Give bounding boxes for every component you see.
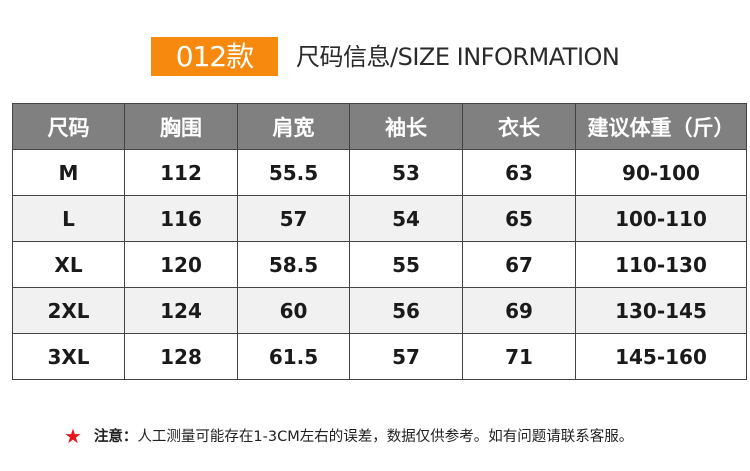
note-label: 注意：: [93, 429, 138, 445]
table-cell: 71: [462, 333, 576, 380]
star-icon: ★: [64, 424, 82, 448]
table-cell: 145-160: [575, 333, 747, 380]
table-row: 3XL 128 61.5 57 71 145-160: [12, 333, 747, 380]
table-cell: 69: [462, 287, 576, 334]
table-cell: 116: [124, 195, 238, 242]
table-header-row: 尺码 胸围 肩宽 袖长 衣长 建议体重（斤）: [12, 103, 747, 150]
table-cell: 100-110: [575, 195, 747, 242]
table-cell: 124: [124, 287, 238, 334]
table-cell: 112: [124, 149, 238, 196]
table-row: XL 120 58.5 55 67 110-130: [12, 241, 747, 288]
table-cell: 54: [349, 195, 463, 242]
table-cell: XL: [12, 241, 125, 288]
column-header: 建议体重（斤）: [575, 103, 747, 150]
table-cell: 55: [349, 241, 463, 288]
table-cell: M: [12, 149, 125, 196]
table-cell: 63: [462, 149, 576, 196]
table-cell: 110-130: [575, 241, 747, 288]
table-cell: 130-145: [575, 287, 747, 334]
table-cell: 90-100: [575, 149, 747, 196]
table-cell: 67: [462, 241, 576, 288]
table-cell: 61.5: [237, 333, 350, 380]
note: ★ 注意：人工测量可能存在1-3CM左右的误差，数据仅供参考。如有问题请联系客服。: [64, 424, 633, 448]
table-cell: 128: [124, 333, 238, 380]
column-header: 肩宽: [237, 103, 350, 150]
table-cell: 3XL: [12, 333, 125, 380]
table-cell: 56: [349, 287, 463, 334]
note-text: 人工测量可能存在1-3CM左右的误差，数据仅供参考。如有问题请联系客服。: [137, 429, 634, 445]
table-cell: 120: [124, 241, 238, 288]
table-cell: 53: [349, 149, 463, 196]
column-header: 胸围: [124, 103, 238, 150]
table-cell: 57: [237, 195, 350, 242]
table-row: L 116 57 54 65 100-110: [12, 195, 747, 242]
column-header: 衣长: [462, 103, 576, 150]
column-header: 袖长: [349, 103, 463, 150]
size-table: 尺码 胸围 肩宽 袖长 衣长 建议体重（斤） M 112 55.5 53 63 90-100 L 116…: [12, 103, 747, 380]
table-cell: 55.5: [237, 149, 350, 196]
table-cell: 58.5: [237, 241, 350, 288]
model-badge: 012款: [151, 37, 278, 76]
table-row: M 112 55.5 53 63 90-100: [12, 149, 747, 196]
table-row: 2XL 124 60 56 69 130-145: [12, 287, 747, 334]
table-cell: L: [12, 195, 125, 242]
table-cell: 65: [462, 195, 576, 242]
page-title: 尺码信息/SIZE INFORMATION: [296, 43, 620, 71]
table-cell: 57: [349, 333, 463, 380]
column-header: 尺码: [12, 103, 125, 150]
table-cell: 2XL: [12, 287, 125, 334]
table-cell: 60: [237, 287, 350, 334]
